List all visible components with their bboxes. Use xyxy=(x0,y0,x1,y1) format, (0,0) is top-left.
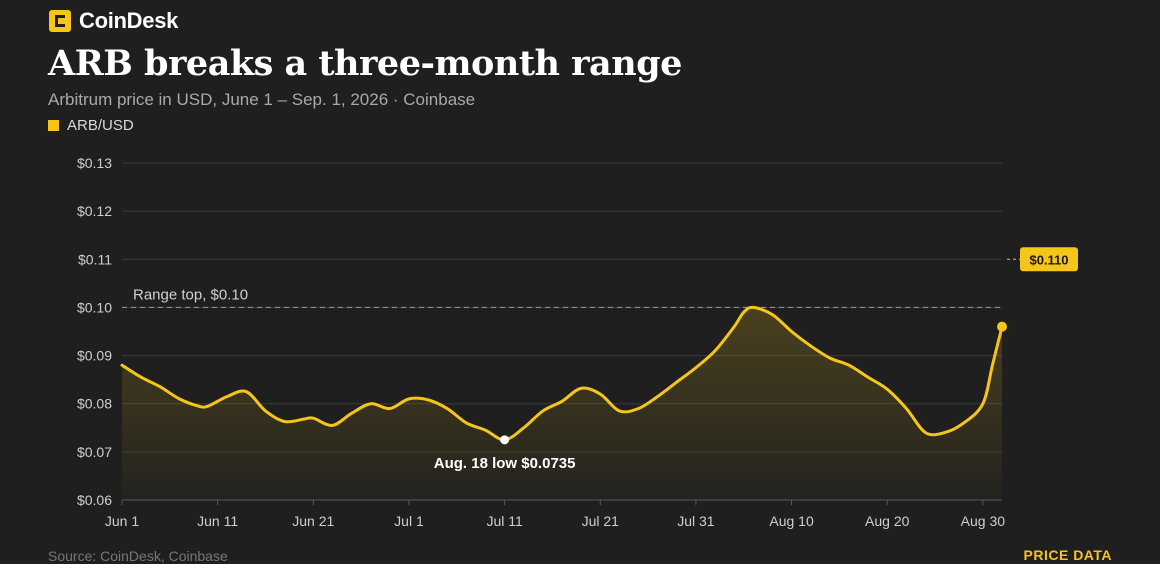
low-point-label: Aug. 18 low $0.0735 xyxy=(434,455,576,472)
y-tick-label: $0.07 xyxy=(77,444,112,460)
x-axis: Jun 1 Jun 11 Jun 21 Jul 1 Jul 11 Jul 21 Jul 31… xyxy=(105,499,1006,529)
x-tick-label: Jul 11 xyxy=(486,513,523,529)
x-tick-label: Jul 21 xyxy=(582,513,620,529)
price-chart: $0.06 $0.07 $0.08 $0.09 $0.10 $0.11 $0.12 $0.13… xyxy=(77,155,1078,529)
x-tick-label: Jul 31 xyxy=(677,513,715,529)
chart-title: ARB breaks a three-month range xyxy=(48,43,682,84)
end-value-badge xyxy=(1020,247,1078,272)
x-tick-label: Aug 30 xyxy=(961,513,1006,529)
y-tick-label: $0.06 xyxy=(77,492,112,508)
section-tag: PRICE DATA xyxy=(1023,547,1112,563)
range-top-label: Range top, $0.10 xyxy=(133,286,248,303)
x-tick-label: Jul 1 xyxy=(394,513,424,529)
y-tick-label: $0.08 xyxy=(77,396,112,412)
y-axis: $0.06 $0.07 $0.08 $0.09 $0.10 $0.11 $0.12 $0.13 xyxy=(77,155,112,508)
y-tick-label: $0.09 xyxy=(77,348,112,364)
y-tick-label: $0.11 xyxy=(78,251,112,267)
legend-label: ARB/USD xyxy=(67,117,134,134)
low-point[interactable] xyxy=(500,435,510,445)
series-area xyxy=(122,307,1002,500)
x-tick-label: Jun 11 xyxy=(197,513,238,529)
legend: ARB/USD xyxy=(48,117,134,134)
y-tick-label: $0.10 xyxy=(77,299,112,315)
y-tick-label: $0.13 xyxy=(77,155,112,171)
x-tick-label: Jun 21 xyxy=(292,513,334,529)
series-line xyxy=(120,305,1004,442)
end-point[interactable] xyxy=(997,321,1007,332)
coindesk-logo-icon xyxy=(49,10,71,32)
x-tick-label: Jun 1 xyxy=(105,513,139,529)
legend-swatch xyxy=(48,120,59,131)
x-tick-label: Aug 10 xyxy=(769,513,814,529)
x-tick-label: Aug 20 xyxy=(865,513,910,529)
brand: CoinDesk xyxy=(48,8,178,34)
source-note: Source: CoinDesk, Coinbase xyxy=(48,548,228,564)
y-tick-label: $0.12 xyxy=(77,203,112,219)
end-value-label: $0.110 xyxy=(1029,252,1068,267)
brand-name: CoinDesk xyxy=(79,8,179,33)
chart-subtitle: Arbitrum price in USD, June 1 – Sep. 1, … xyxy=(48,90,476,109)
